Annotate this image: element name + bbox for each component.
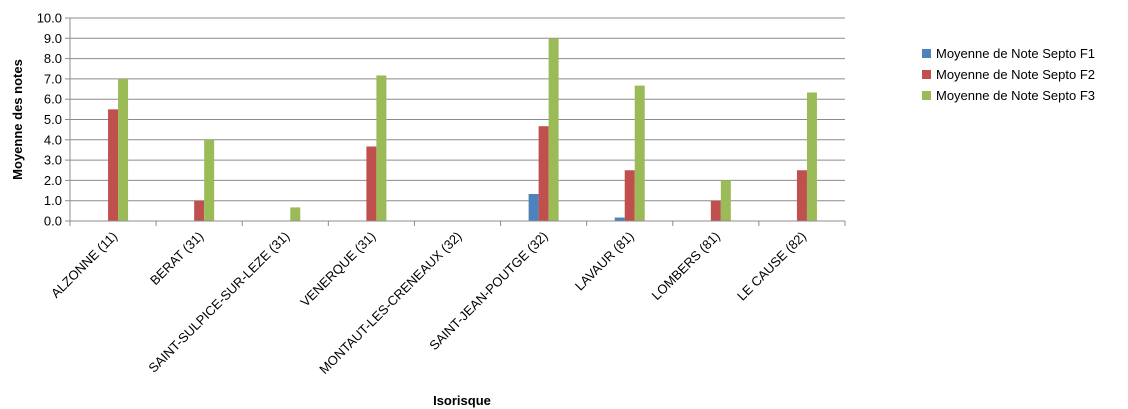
y-axis-title: Moyenne des notes xyxy=(10,59,25,180)
x-tick-label: LAVAUR (81) xyxy=(572,229,637,294)
bar-2 xyxy=(710,200,721,221)
y-tick-label: 7.0 xyxy=(44,71,62,86)
bar-1 xyxy=(528,194,539,221)
y-tick-label: 2.0 xyxy=(44,173,62,188)
bar-2 xyxy=(366,146,377,221)
legend-label: Moyenne de Note Septo F2 xyxy=(936,67,1095,82)
x-tick-labels: ALZONNE (11) BERAT (31)SAINT-SULPICE-SUR-… xyxy=(48,221,846,377)
legend-label: Moyenne de Note Septo F1 xyxy=(936,46,1095,61)
y-tick-label: 9.0 xyxy=(44,31,62,46)
legend-label: Moyenne de Note Septo F3 xyxy=(936,88,1095,103)
x-tick-label: BERAT (31) xyxy=(147,229,206,288)
bar-3 xyxy=(634,85,645,221)
y-tick-label: 8.0 xyxy=(44,51,62,66)
y-tick-label: 5.0 xyxy=(44,112,62,127)
y-tick-labels: 0.0 1.0 2.0 3.0 4.0 5.0 6.0 7.0 8.0 9.0 10.0 xyxy=(37,11,70,229)
bar-3 xyxy=(720,180,731,221)
bar-3 xyxy=(806,92,817,221)
bar-2 xyxy=(108,109,119,221)
y-tick-label: 0.0 xyxy=(44,214,62,229)
bar-1 xyxy=(614,217,625,221)
y-tick-label: 1.0 xyxy=(44,193,62,208)
legend-swatch xyxy=(922,70,931,79)
y-tick-label: 4.0 xyxy=(44,132,62,147)
bar-2 xyxy=(538,126,549,221)
bar-3 xyxy=(290,207,301,221)
bar-2 xyxy=(624,170,635,221)
bars xyxy=(108,38,817,222)
y-tick-label: 3.0 xyxy=(44,153,62,168)
bar-3 xyxy=(548,38,559,221)
legend-swatch xyxy=(922,49,931,58)
x-axis-title: Isorisque xyxy=(433,393,491,408)
bar-3 xyxy=(204,139,215,221)
x-tick-label: VENERQUE (31) xyxy=(297,229,378,310)
y-tick-label: 6.0 xyxy=(44,92,62,107)
x-tick-label: LOMBERS (81) xyxy=(648,229,722,303)
x-tick-label: ALZONNE (11) xyxy=(48,229,120,301)
x-tick-label: LE CAUSE (82) xyxy=(734,229,809,304)
x-tick-label: MONTAUT-LES-CRENEAUX (32) xyxy=(316,229,464,377)
legend: Moyenne de Note Septo F1 Moyenne de Note … xyxy=(922,46,1095,103)
y-tick-label: 10.0 xyxy=(37,11,62,26)
bar-3 xyxy=(118,78,129,222)
bar-2 xyxy=(796,170,807,221)
bar-3 xyxy=(376,75,387,221)
legend-swatch xyxy=(922,91,931,100)
bar-2 xyxy=(194,200,205,221)
x-tick-label: SAINT-SULPICE-SUR-LEZE (31) xyxy=(145,229,292,376)
